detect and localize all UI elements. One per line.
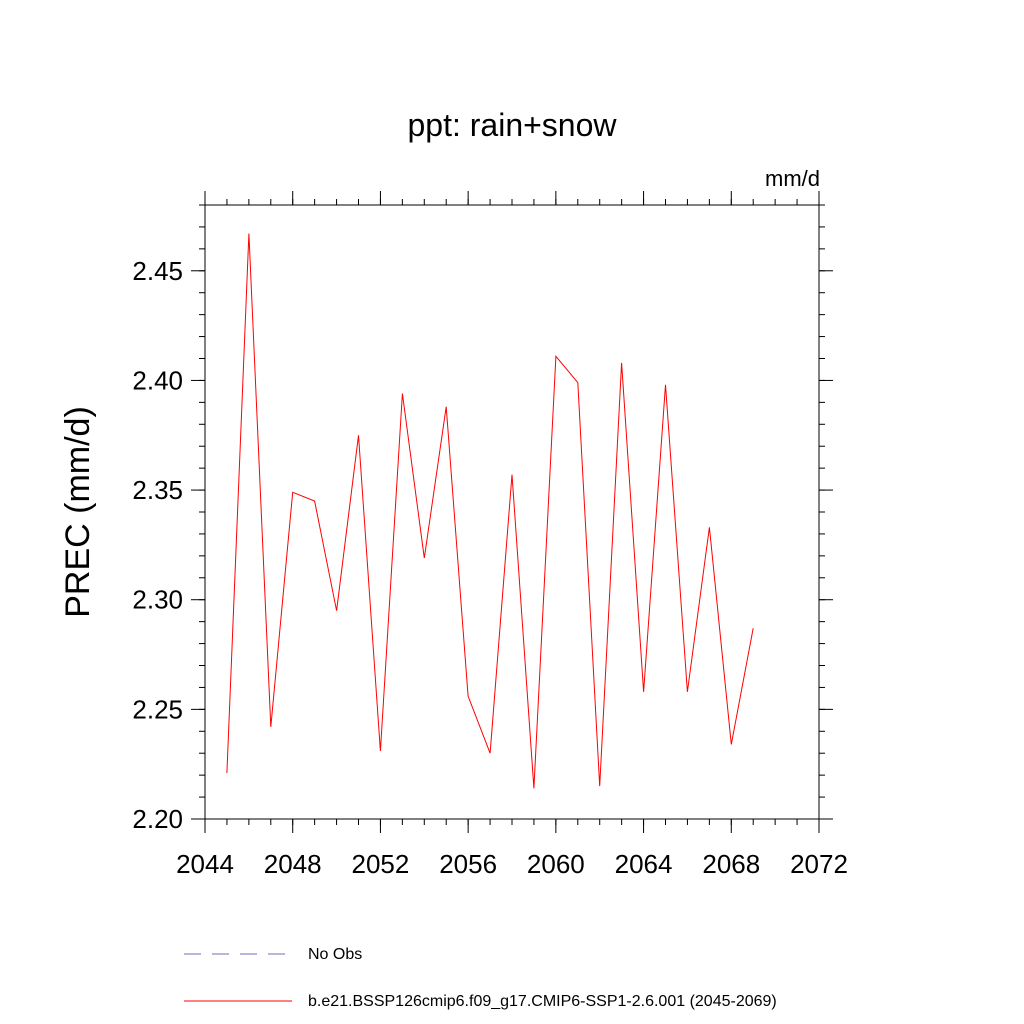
x-tick-label: 2044 [176, 849, 234, 879]
legend: No Obs b.e21.BSSP126cmip6.f09_g17.CMIP6-… [184, 946, 777, 1010]
y-tick-label: 2.30 [132, 585, 183, 615]
series-line [226, 233, 754, 789]
y-tick-label: 2.45 [132, 256, 183, 286]
x-tick-labels: 2044 2048 2052 2056 2060 2064 2068 2072 [176, 849, 848, 879]
legend-model-label: b.e21.BSSP126cmip6.f09_g17.CMIP6-SSP1-2.… [308, 993, 777, 1010]
x-tick-label: 2052 [352, 849, 410, 879]
y-tick-label: 2.40 [132, 365, 183, 395]
minor-ticks [199, 199, 825, 825]
y-tick-label: 2.25 [132, 694, 183, 724]
x-tick-label: 2048 [264, 849, 322, 879]
major-ticks [191, 191, 833, 833]
y-tick-label: 2.35 [132, 475, 183, 505]
plot-frame [204, 204, 820, 820]
y-tick-label: 2.20 [132, 804, 183, 834]
x-tick-label: 2072 [790, 849, 848, 879]
x-tick-label: 2064 [615, 849, 673, 879]
y-tick-labels: 2.20 2.25 2.30 2.35 2.40 2.45 [132, 256, 183, 834]
legend-no-obs-label: No Obs [308, 946, 362, 963]
x-tick-label: 2056 [439, 849, 497, 879]
chart-title: ppt: rain+snow [407, 107, 617, 143]
x-tick-label: 2060 [527, 849, 585, 879]
units-label: mm/d [765, 166, 820, 191]
y-axis-label: PREC (mm/d) [59, 406, 97, 618]
x-tick-label: 2068 [702, 849, 760, 879]
